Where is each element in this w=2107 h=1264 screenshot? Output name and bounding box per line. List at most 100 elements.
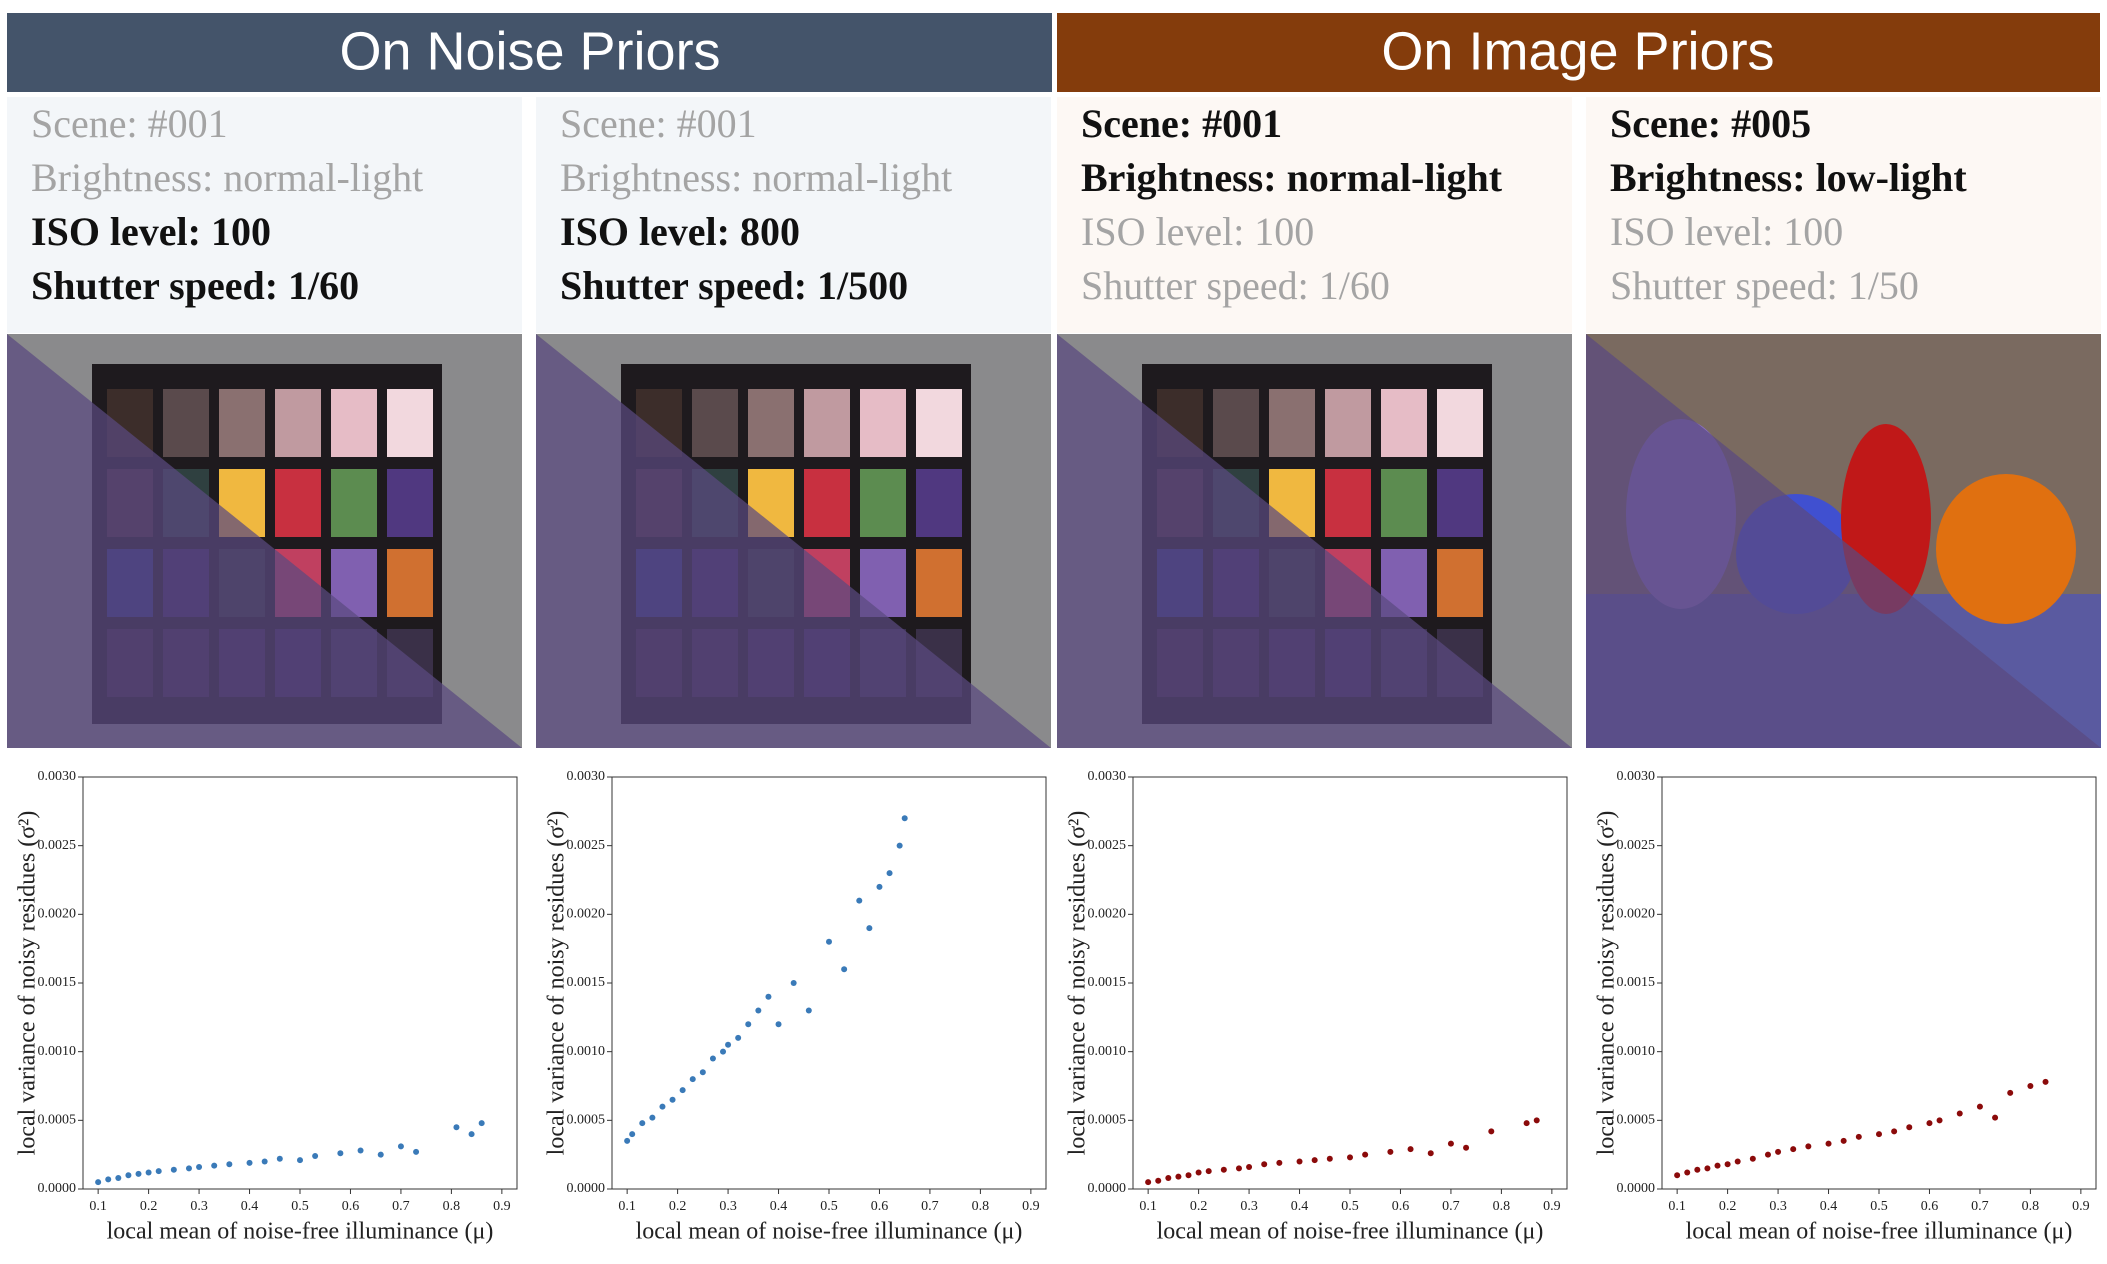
- y-tick-label: 0.0025: [1617, 838, 1656, 853]
- point: [1427, 1150, 1434, 1157]
- point: [1906, 1124, 1913, 1131]
- point: [1764, 1151, 1771, 1158]
- info-panel: [536, 97, 1051, 333]
- point: [453, 1124, 460, 1131]
- point: [1362, 1151, 1369, 1158]
- x-tick-label: 0.8: [972, 1199, 990, 1214]
- point: [1825, 1140, 1832, 1147]
- info-line: Shutter speed: 1/50: [1610, 263, 1919, 308]
- point: [1704, 1165, 1711, 1172]
- x-axis-label: local mean of noise-free illuminance (μ): [107, 1219, 494, 1245]
- info-line: Shutter speed: 1/500: [560, 263, 908, 308]
- point: [876, 883, 883, 890]
- patch: [804, 389, 850, 457]
- point: [468, 1131, 475, 1138]
- object: [1936, 474, 2076, 624]
- info-panel: [1057, 97, 1572, 333]
- y-tick-label: 0.0020: [1088, 907, 1127, 922]
- y-tick-label: 0.0015: [1617, 975, 1656, 990]
- point: [377, 1151, 384, 1158]
- point: [1246, 1164, 1253, 1171]
- point: [1326, 1155, 1333, 1162]
- x-tick-label: 0.3: [719, 1199, 737, 1214]
- x-tick-label: 0.4: [1820, 1199, 1838, 1214]
- point: [689, 1076, 696, 1083]
- point: [1992, 1114, 1999, 1121]
- point: [659, 1103, 666, 1110]
- point: [185, 1165, 192, 1172]
- x-tick-label: 0.8: [443, 1199, 461, 1214]
- point: [1976, 1103, 1983, 1110]
- chart-panel: [7, 760, 522, 1257]
- info-line: Shutter speed: 1/60: [1081, 263, 1390, 308]
- point: [725, 1041, 732, 1048]
- x-tick-label: 0.7: [392, 1199, 410, 1214]
- point: [1855, 1133, 1862, 1140]
- x-tick-label: 0.3: [1769, 1199, 1787, 1214]
- point: [1749, 1155, 1756, 1162]
- x-axis-label: local mean of noise-free illuminance (μ): [636, 1219, 1023, 1245]
- point: [1533, 1117, 1540, 1124]
- info-line: Brightness: normal-light: [1081, 155, 1503, 200]
- point: [1876, 1131, 1882, 1138]
- x-tick-label: 0.6: [871, 1199, 889, 1214]
- y-axis-label: local variance of noisy residues (σ²): [544, 811, 570, 1156]
- point: [261, 1158, 268, 1165]
- info-line: ISO level: 800: [560, 209, 800, 254]
- x-tick-label: 0.6: [1392, 1199, 1410, 1214]
- point: [886, 870, 893, 877]
- x-tick-label: 0.6: [1921, 1199, 1939, 1214]
- point: [1175, 1173, 1182, 1180]
- y-axis-label: local variance of noisy residues (σ²): [15, 811, 41, 1156]
- point: [397, 1143, 404, 1150]
- point: [297, 1157, 303, 1164]
- info-line: ISO level: 100: [1081, 209, 1314, 254]
- y-tick-label: 0.0000: [567, 1181, 606, 1196]
- x-tick-label: 0.5: [820, 1199, 838, 1214]
- y-tick-label: 0.0015: [1088, 975, 1127, 990]
- photo: [536, 334, 1051, 748]
- info-line: Scene: #001: [31, 101, 228, 146]
- x-tick-label: 0.9: [493, 1199, 511, 1214]
- y-tick-label: 0.0010: [1617, 1044, 1656, 1059]
- point: [639, 1120, 646, 1127]
- point: [1205, 1168, 1212, 1175]
- point: [1220, 1166, 1227, 1173]
- x-tick-label: 0.1: [1139, 1199, 1157, 1214]
- point: [155, 1168, 162, 1175]
- point: [1724, 1161, 1731, 1168]
- point: [866, 925, 873, 932]
- point: [95, 1179, 102, 1186]
- point: [755, 1007, 762, 1014]
- point: [709, 1055, 716, 1062]
- x-tick-label: 0.8: [1493, 1199, 1511, 1214]
- point: [1407, 1146, 1414, 1153]
- x-tick-label: 0.7: [1442, 1199, 1460, 1214]
- point: [1387, 1148, 1394, 1155]
- info-line: Scene: #001: [560, 101, 757, 146]
- point: [775, 1021, 782, 1028]
- info-line: Brightness: low-light: [1610, 155, 1967, 200]
- y-tick-label: 0.0030: [1617, 769, 1656, 784]
- point: [1261, 1161, 1268, 1168]
- point: [1956, 1110, 1963, 1117]
- info-line: ISO level: 100: [31, 209, 271, 254]
- point: [649, 1114, 656, 1121]
- point: [1347, 1154, 1353, 1161]
- point: [357, 1147, 364, 1154]
- point: [105, 1176, 112, 1183]
- point: [1185, 1172, 1192, 1179]
- patch: [916, 389, 962, 457]
- patch: [860, 389, 906, 457]
- point: [896, 842, 903, 849]
- photo: [1057, 334, 1572, 748]
- y-tick-label: 0.0030: [567, 769, 606, 784]
- header-band: [1057, 13, 2100, 92]
- patch: [219, 389, 265, 457]
- point: [170, 1166, 177, 1173]
- info-line: Brightness: normal-light: [31, 155, 423, 200]
- x-tick-label: 0.4: [1291, 1199, 1309, 1214]
- y-tick-label: 0.0020: [1617, 907, 1656, 922]
- point: [805, 1007, 812, 1014]
- x-tick-label: 0.4: [770, 1199, 788, 1214]
